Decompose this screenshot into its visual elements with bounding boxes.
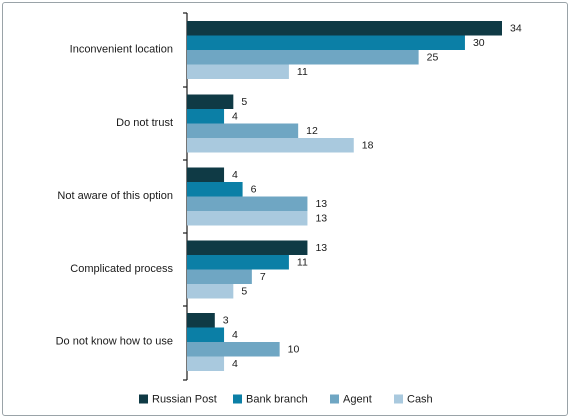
legend-swatch-russian-post <box>139 394 148 404</box>
bar-agent-complicated-process <box>187 269 252 284</box>
legend-label-russian-post: Russian Post <box>152 393 217 405</box>
value-label: 10 <box>288 344 300 356</box>
value-label: 6 <box>251 184 257 196</box>
bar-agent-do-not-trust <box>187 123 299 138</box>
bar-russian-post-not-aware-of-this-option <box>187 167 225 182</box>
y-axis <box>183 12 188 381</box>
legend-swatch-agent <box>330 394 339 404</box>
category-label-complicated-process: Complicated process <box>70 263 173 275</box>
bars <box>187 21 502 371</box>
value-label: 13 <box>315 242 327 254</box>
value-label: 11 <box>297 66 308 78</box>
bar-bank-branch-not-aware-of-this-option <box>187 182 243 197</box>
bar-bank-branch-complicated-process <box>187 255 289 270</box>
legend-swatch-cash <box>394 394 403 404</box>
bar-cash-do-not-know-how-to-use <box>187 356 225 371</box>
bar-cash-inconvenient-location <box>187 64 289 79</box>
value-label: 13 <box>315 213 327 225</box>
value-label: 4 <box>232 329 238 341</box>
bar-bank-branch-do-not-know-how-to-use <box>187 327 225 342</box>
value-label: 7 <box>260 271 266 283</box>
legend-label-agent: Agent <box>343 393 372 405</box>
bar-russian-post-complicated-process <box>187 240 308 255</box>
bar-cash-not-aware-of-this-option <box>187 211 308 226</box>
bar-russian-post-inconvenient-location <box>187 21 502 36</box>
value-label: 4 <box>232 111 238 123</box>
bar-bank-branch-do-not-trust <box>187 109 225 124</box>
bar-russian-post-do-not-trust <box>187 94 234 109</box>
bar-agent-not-aware-of-this-option <box>187 196 308 211</box>
value-label: 25 <box>427 52 439 64</box>
bar-cash-complicated-process <box>187 284 234 299</box>
value-label: 5 <box>241 286 247 298</box>
bar-russian-post-do-not-know-how-to-use <box>187 313 215 328</box>
bar-bank-branch-inconvenient-location <box>187 35 465 50</box>
category-label-not-aware-of-this-option: Not aware of this option <box>57 190 173 202</box>
bar-agent-do-not-know-how-to-use <box>187 342 280 357</box>
legend: Russian Post Bank branch Agent Cash <box>139 393 433 405</box>
value-label: 4 <box>232 169 238 181</box>
category-label-do-not-trust: Do not trust <box>116 117 173 129</box>
legend-label-cash: Cash <box>407 393 433 405</box>
value-label: 30 <box>473 37 485 49</box>
legend-label-bank-branch: Bank branch <box>246 393 308 405</box>
value-label: 12 <box>306 125 318 137</box>
bar-agent-inconvenient-location <box>187 50 419 65</box>
bar-cash-do-not-trust <box>187 138 354 153</box>
value-label: 5 <box>241 96 247 108</box>
category-label-inconvenient-location: Inconvenient location <box>70 43 173 55</box>
value-label: 4 <box>232 358 238 370</box>
category-labels: Inconvenient location Do not trust Not awa… <box>56 43 174 347</box>
value-label: 18 <box>362 140 374 152</box>
category-label-do-not-know-how-to-use: Do not know how to use <box>56 335 173 347</box>
value-label: 11 <box>297 257 308 269</box>
value-label: 34 <box>510 23 522 35</box>
value-label: 3 <box>223 315 229 327</box>
value-label: 13 <box>315 198 327 210</box>
legend-swatch-bank-branch <box>233 394 242 404</box>
